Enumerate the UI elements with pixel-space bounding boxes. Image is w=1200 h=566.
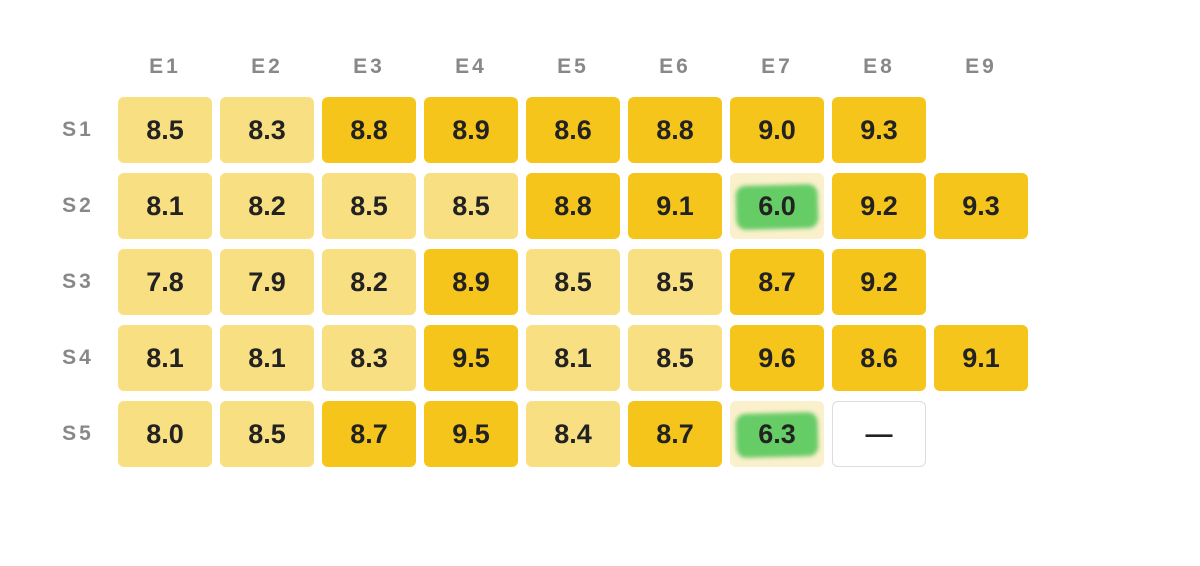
cell-value: 6.3 xyxy=(758,418,796,449)
cell-s2-e8: 9.2 xyxy=(832,173,926,239)
column-label-e8: E8 xyxy=(863,55,895,78)
cell-value: 9.3 xyxy=(860,114,898,145)
cell-s1-e7: 9.0 xyxy=(730,97,824,163)
cell-value: 9.1 xyxy=(962,342,1000,373)
cell-value: 8.4 xyxy=(554,418,592,449)
cell-value: 8.1 xyxy=(554,342,592,373)
cell-value: 7.8 xyxy=(146,266,184,297)
cell-s2-e5: 8.8 xyxy=(526,173,620,239)
cell-value: 6.0 xyxy=(758,190,796,221)
cell-s4-e5: 8.1 xyxy=(526,325,620,391)
cell-s1-e1: 8.5 xyxy=(118,97,212,163)
cell-value: 8.5 xyxy=(554,266,592,297)
row-label-s2: S2 xyxy=(62,194,94,217)
cell-value: 8.5 xyxy=(452,190,490,221)
cell-value: 8.1 xyxy=(146,342,184,373)
cell-value: 8.9 xyxy=(452,114,490,145)
cell-s2-e6: 9.1 xyxy=(628,173,722,239)
cell-value: 7.9 xyxy=(248,266,286,297)
cell-value: 8.3 xyxy=(350,342,388,373)
cell-value: 8.5 xyxy=(656,266,694,297)
column-label-e6: E6 xyxy=(659,55,691,78)
cell-s1-e6: 8.8 xyxy=(628,97,722,163)
cell-value: 9.6 xyxy=(758,342,796,373)
column-label-e9: E9 xyxy=(965,55,997,78)
cell-s5-e8: — xyxy=(832,401,926,467)
cell-s3-e5: 8.5 xyxy=(526,249,620,315)
column-label-e3: E3 xyxy=(353,55,385,78)
cell-s3-e1: 7.8 xyxy=(118,249,212,315)
cell-s4-e2: 8.1 xyxy=(220,325,314,391)
cell-s4-e6: 8.5 xyxy=(628,325,722,391)
cell-value: — xyxy=(865,418,893,449)
cell-s5-e3: 8.7 xyxy=(322,401,416,467)
cell-value: 8.6 xyxy=(554,114,592,145)
cell-s2-e4: 8.5 xyxy=(424,173,518,239)
cell-s1-e3: 8.8 xyxy=(322,97,416,163)
cell-s5-e2: 8.5 xyxy=(220,401,314,467)
cell-value: 8.8 xyxy=(656,114,694,145)
cell-value: 9.5 xyxy=(452,342,490,373)
cell-value: 8.2 xyxy=(350,266,388,297)
cell-s4-e3: 8.3 xyxy=(322,325,416,391)
cell-s2-e7: 6.0 xyxy=(730,173,824,239)
cell-s5-e6: 8.7 xyxy=(628,401,722,467)
cell-s3-e6: 8.5 xyxy=(628,249,722,315)
cell-s3-e4: 8.9 xyxy=(424,249,518,315)
cell-value: 8.8 xyxy=(554,190,592,221)
cell-value: 8.7 xyxy=(758,266,796,297)
cell-s4-e4: 9.5 xyxy=(424,325,518,391)
cell-value: 8.7 xyxy=(350,418,388,449)
cell-s1-e2: 8.3 xyxy=(220,97,314,163)
cell-s2-e9: 9.3 xyxy=(934,173,1028,239)
cell-value: 8.1 xyxy=(146,190,184,221)
cell-s3-e7: 8.7 xyxy=(730,249,824,315)
cell-value: 9.0 xyxy=(758,114,796,145)
cell-value: 9.3 xyxy=(962,190,1000,221)
cell-s5-e7: 6.3 xyxy=(730,401,824,467)
cell-value: 9.2 xyxy=(860,266,898,297)
cell-value: 9.5 xyxy=(452,418,490,449)
column-label-e2: E2 xyxy=(251,55,283,78)
cell-value: 8.6 xyxy=(860,342,898,373)
cell-s3-e3: 8.2 xyxy=(322,249,416,315)
cell-value: 8.5 xyxy=(656,342,694,373)
cell-value: 8.0 xyxy=(146,418,184,449)
cell-s5-e5: 8.4 xyxy=(526,401,620,467)
cell-s1-e5: 8.6 xyxy=(526,97,620,163)
cell-s1-e8: 9.3 xyxy=(832,97,926,163)
cell-value: 8.5 xyxy=(146,114,184,145)
cell-s1-e4: 8.9 xyxy=(424,97,518,163)
row-label-s1: S1 xyxy=(62,118,94,141)
cell-s4-e9: 9.1 xyxy=(934,325,1028,391)
row-label-s4: S4 xyxy=(62,346,94,369)
cell-s4-e8: 8.6 xyxy=(832,325,926,391)
cell-s4-e7: 9.6 xyxy=(730,325,824,391)
cell-value: 8.2 xyxy=(248,190,286,221)
cell-value: 8.5 xyxy=(248,418,286,449)
cell-value: 8.9 xyxy=(452,266,490,297)
cell-value: 8.1 xyxy=(248,342,286,373)
cell-s2-e2: 8.2 xyxy=(220,173,314,239)
column-label-e1: E1 xyxy=(149,55,181,78)
cell-s4-e1: 8.1 xyxy=(118,325,212,391)
column-label-e5: E5 xyxy=(557,55,589,78)
cell-s3-e8: 9.2 xyxy=(832,249,926,315)
cell-s2-e1: 8.1 xyxy=(118,173,212,239)
cell-value: 8.3 xyxy=(248,114,286,145)
cell-s3-e2: 7.9 xyxy=(220,249,314,315)
row-label-s3: S3 xyxy=(62,270,94,293)
cell-value: 8.8 xyxy=(350,114,388,145)
cell-value: 9.1 xyxy=(656,190,694,221)
cell-s2-e3: 8.5 xyxy=(322,173,416,239)
cell-s5-e1: 8.0 xyxy=(118,401,212,467)
cell-value: 9.2 xyxy=(860,190,898,221)
cell-value: 8.7 xyxy=(656,418,694,449)
cell-s5-e4: 9.5 xyxy=(424,401,518,467)
row-label-s5: S5 xyxy=(62,422,94,445)
cell-value: 8.5 xyxy=(350,190,388,221)
column-label-e4: E4 xyxy=(455,55,487,78)
column-label-e7: E7 xyxy=(761,55,793,78)
